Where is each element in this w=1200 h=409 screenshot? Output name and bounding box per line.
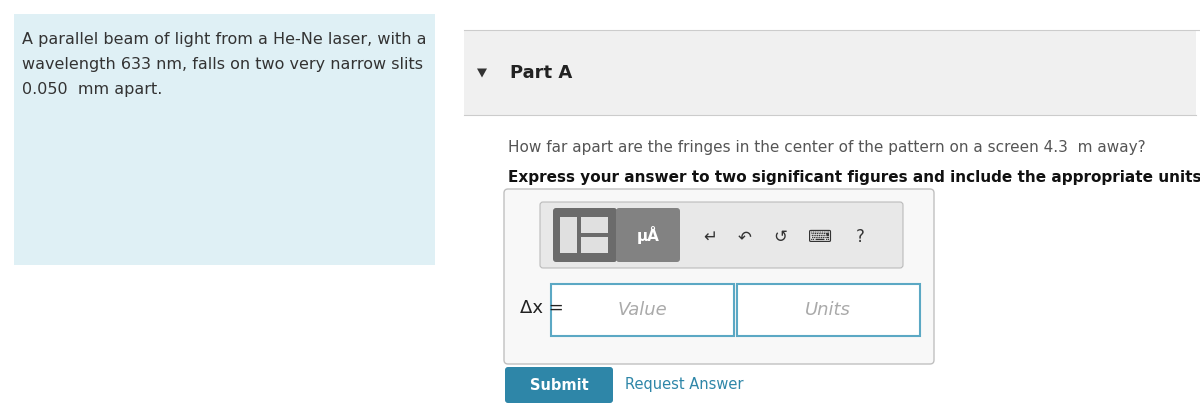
FancyBboxPatch shape xyxy=(504,189,934,364)
Text: Units: Units xyxy=(805,301,851,319)
Text: Submit: Submit xyxy=(529,378,588,393)
Polygon shape xyxy=(478,68,487,77)
Text: Δx =: Δx = xyxy=(520,299,564,317)
Text: Request Answer: Request Answer xyxy=(625,378,744,393)
Text: Express your answer to two significant figures and include the appropriate units: Express your answer to two significant f… xyxy=(508,170,1200,185)
Text: ?: ? xyxy=(856,228,864,246)
FancyBboxPatch shape xyxy=(505,367,613,403)
Bar xyxy=(551,284,734,336)
Text: ⌨: ⌨ xyxy=(808,228,832,246)
Text: wavelength 633 nm, falls on two very narrow slits: wavelength 633 nm, falls on two very nar… xyxy=(22,57,424,72)
Text: ↺: ↺ xyxy=(773,228,787,246)
Bar xyxy=(560,217,577,253)
Text: Part A: Part A xyxy=(510,64,572,82)
Bar xyxy=(737,284,920,336)
Bar xyxy=(14,14,436,265)
Bar xyxy=(581,217,608,233)
Text: ↵: ↵ xyxy=(703,228,716,246)
FancyBboxPatch shape xyxy=(540,202,904,268)
FancyBboxPatch shape xyxy=(553,208,617,262)
Text: How far apart are the fringes in the center of the pattern on a screen 4.3  m aw: How far apart are the fringes in the cen… xyxy=(508,140,1146,155)
Bar xyxy=(464,30,1196,115)
FancyBboxPatch shape xyxy=(616,208,680,262)
Text: A parallel beam of light from a He-Ne laser, with a: A parallel beam of light from a He-Ne la… xyxy=(22,32,426,47)
Bar xyxy=(581,237,608,253)
Text: ↶: ↶ xyxy=(738,228,752,246)
Text: μÅ: μÅ xyxy=(636,226,660,244)
Text: 0.050  mm apart.: 0.050 mm apart. xyxy=(22,82,162,97)
Text: Value: Value xyxy=(617,301,667,319)
